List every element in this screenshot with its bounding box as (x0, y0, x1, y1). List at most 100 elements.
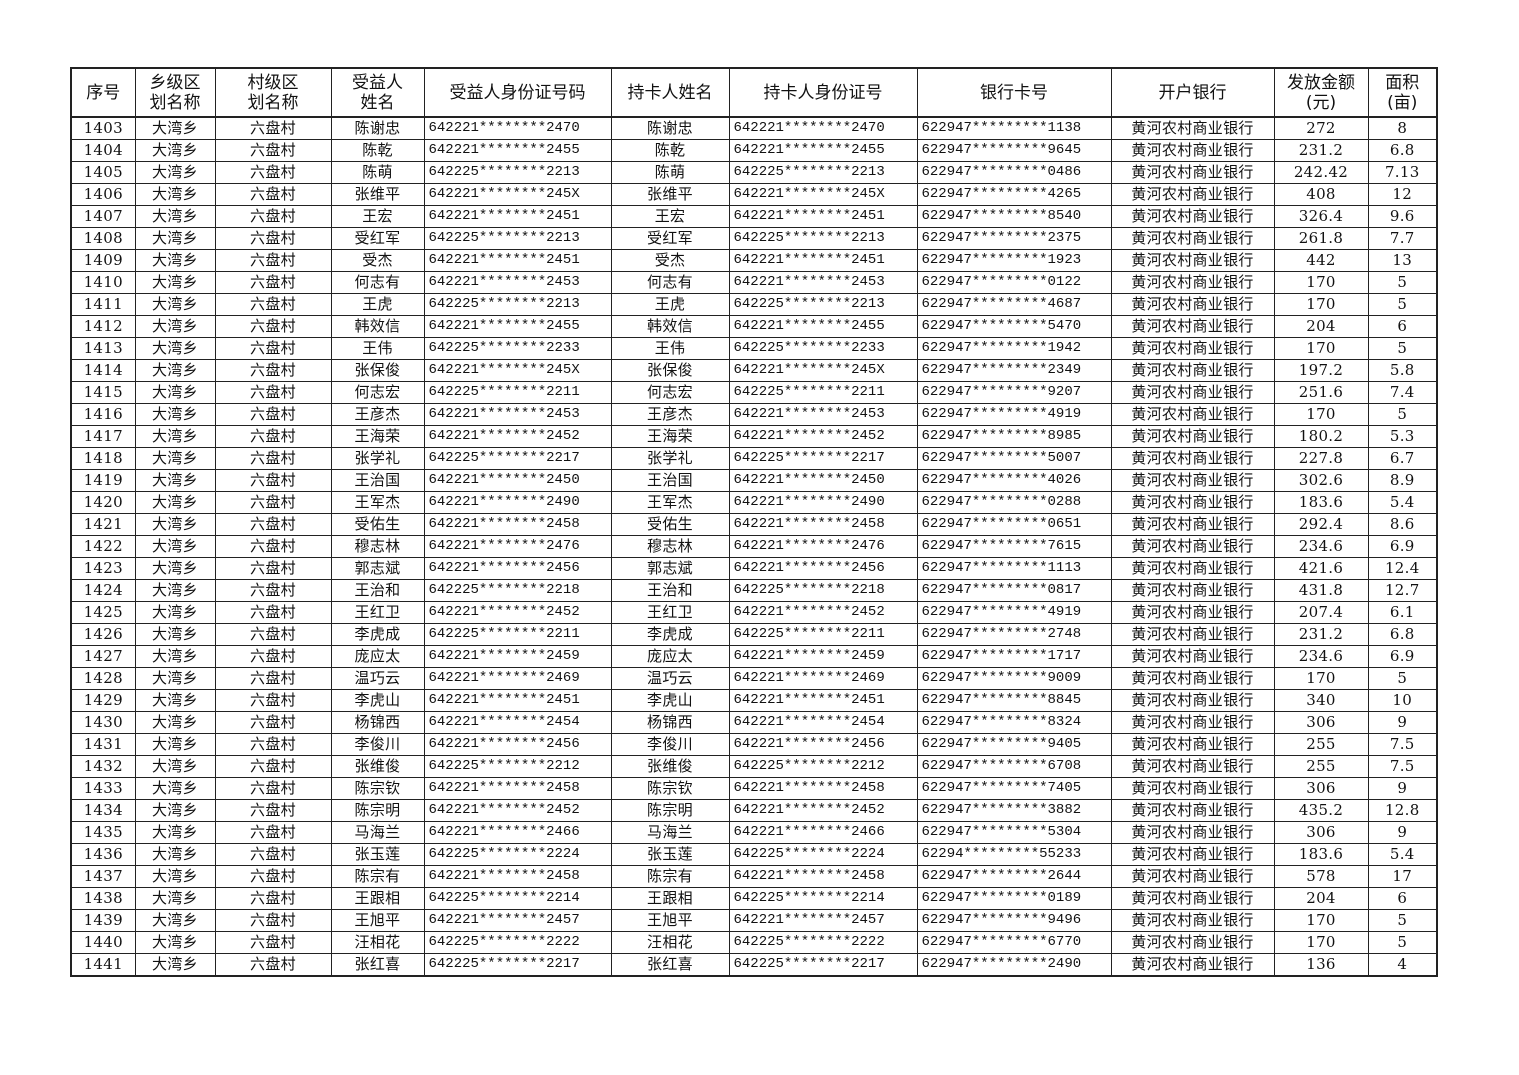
cell-seq-number: 1411 (70, 293, 136, 316)
cell-cardholder-id: 642225********2233 (728, 337, 918, 360)
header-township: 乡级区 划名称 (134, 67, 216, 118)
cell-cardholder-name: 王红卫 (610, 601, 730, 624)
cell-township: 大湾乡 (134, 447, 216, 470)
cell-seq-number: 1441 (70, 953, 136, 977)
cell-area: 12.7 (1367, 579, 1438, 602)
cell-cardholder-id: 642221********2459 (728, 645, 918, 668)
cell-area: 5.4 (1367, 843, 1438, 866)
cell-cardholder-name: 受佑生 (610, 513, 730, 536)
cell-cardholder-id: 642221********2450 (728, 469, 918, 492)
cell-seq-number: 1418 (70, 447, 136, 470)
cell-seq-number: 1416 (70, 403, 136, 426)
cell-area: 7.7 (1367, 227, 1438, 250)
cell-beneficiary-id: 642221********2456 (423, 733, 612, 756)
cell-village: 六盘村 (214, 623, 332, 646)
cell-village: 六盘村 (214, 513, 332, 536)
cell-amount: 197.2 (1273, 359, 1369, 382)
cell-beneficiary-id: 642225********2222 (423, 931, 612, 954)
cell-beneficiary-id: 642221********2459 (423, 645, 612, 668)
cell-cardholder-name: 马海兰 (610, 821, 730, 844)
cell-bank-card-number: 622947*********5304 (916, 821, 1112, 844)
cell-beneficiary-id: 642221********2490 (423, 491, 612, 514)
cell-bank-card-number: 622947*********9645 (916, 139, 1112, 162)
cell-beneficiary-id: 642225********2211 (423, 381, 612, 404)
cell-beneficiary-id: 642221********2452 (423, 425, 612, 448)
cell-cardholder-name: 李俊川 (610, 733, 730, 756)
cell-cardholder-name: 韩效信 (610, 315, 730, 338)
cell-township: 大湾乡 (134, 535, 216, 558)
cell-beneficiary-id: 642221********2458 (423, 865, 612, 888)
cell-seq-number: 1407 (70, 205, 136, 228)
cell-bank-card-number: 622947*********2349 (916, 359, 1112, 382)
table-row: 1414 大湾乡 六盘村 张保俊 642221********245X 张保俊 642221… (70, 359, 1438, 382)
cell-cardholder-name: 陈乾 (610, 139, 730, 162)
cell-area: 8 (1367, 116, 1438, 140)
cell-amount: 183.6 (1273, 491, 1369, 514)
table-row: 1441 大湾乡 六盘村 张红喜 642225********2217 张红喜 642225… (70, 953, 1438, 977)
cell-beneficiary-id: 642225********2217 (423, 953, 612, 977)
cell-area: 5 (1367, 403, 1438, 426)
cell-area: 17 (1367, 865, 1438, 888)
table-row: 1418 大湾乡 六盘村 张学礼 642225********2217 张学礼 642225… (70, 447, 1438, 470)
cell-village: 六盘村 (214, 491, 332, 514)
cell-bank-card-number: 622947*********4026 (916, 469, 1112, 492)
cell-bank-card-number: 622947*********5470 (916, 315, 1112, 338)
cell-seq-number: 1428 (70, 667, 136, 690)
cell-village: 六盘村 (214, 843, 332, 866)
cell-bank: 黄河农村商业银行 (1110, 535, 1275, 558)
cell-seq-number: 1413 (70, 337, 136, 360)
cell-bank-card-number: 622947*********7615 (916, 535, 1112, 558)
cell-amount: 204 (1273, 887, 1369, 910)
cell-cardholder-id: 642221********2452 (728, 799, 918, 822)
cell-cardholder-id: 642221********2457 (728, 909, 918, 932)
cell-bank: 黄河农村商业银行 (1110, 799, 1275, 822)
cell-area: 5 (1367, 909, 1438, 932)
cell-bank-card-number: 622947*********1923 (916, 249, 1112, 272)
cell-seq-number: 1439 (70, 909, 136, 932)
cell-seq-number: 1434 (70, 799, 136, 822)
table-row: 1405 大湾乡 六盘村 陈萌 642225********2213 陈萌 642225**… (70, 161, 1438, 184)
cell-cardholder-id: 642225********2224 (728, 843, 918, 866)
cell-bank: 黄河农村商业银行 (1110, 887, 1275, 910)
cell-cardholder-name: 张维平 (610, 183, 730, 206)
cell-cardholder-id: 642221********2453 (728, 403, 918, 426)
cell-cardholder-id: 642221********2454 (728, 711, 918, 734)
cell-bank: 黄河农村商业银行 (1110, 931, 1275, 954)
cell-area: 9 (1367, 711, 1438, 734)
cell-cardholder-name: 陈谢忠 (610, 116, 730, 140)
cell-beneficiary-name: 温巧云 (330, 667, 425, 690)
cell-bank-card-number: 622947*********8324 (916, 711, 1112, 734)
cell-amount: 204 (1273, 315, 1369, 338)
cell-cardholder-id: 642221********2455 (728, 315, 918, 338)
cell-bank-card-number: 622947*********4687 (916, 293, 1112, 316)
cell-seq-number: 1433 (70, 777, 136, 800)
cell-beneficiary-id: 642221********2466 (423, 821, 612, 844)
cell-village: 六盘村 (214, 315, 332, 338)
cell-bank: 黄河农村商业银行 (1110, 139, 1275, 162)
cell-beneficiary-id: 642221********2470 (423, 116, 612, 140)
cell-village: 六盘村 (214, 469, 332, 492)
table-row: 1428 大湾乡 六盘村 温巧云 642221********2469 温巧云 642221… (70, 667, 1438, 690)
cell-beneficiary-name: 李虎山 (330, 689, 425, 712)
cell-beneficiary-name: 王治国 (330, 469, 425, 492)
cell-village: 六盘村 (214, 733, 332, 756)
cell-seq-number: 1430 (70, 711, 136, 734)
cell-beneficiary-name: 何志宏 (330, 381, 425, 404)
table-row: 1413 大湾乡 六盘村 王伟 642225********2233 王伟 642225**… (70, 337, 1438, 360)
cell-cardholder-name: 张学礼 (610, 447, 730, 470)
cell-cardholder-name: 王治和 (610, 579, 730, 602)
cell-township: 大湾乡 (134, 887, 216, 910)
cell-township: 大湾乡 (134, 359, 216, 382)
cell-cardholder-id: 642221********2453 (728, 271, 918, 294)
cell-bank-card-number: 622947*********9496 (916, 909, 1112, 932)
cell-seq-number: 1420 (70, 491, 136, 514)
cell-township: 大湾乡 (134, 271, 216, 294)
cell-village: 六盘村 (214, 139, 332, 162)
table-row: 1422 大湾乡 六盘村 穆志林 642221********2476 穆志林 642221… (70, 535, 1438, 558)
cell-beneficiary-name: 杨锦西 (330, 711, 425, 734)
cell-bank-card-number: 622947*********2490 (916, 953, 1112, 977)
cell-seq-number: 1410 (70, 271, 136, 294)
cell-cardholder-name: 王海荣 (610, 425, 730, 448)
cell-area: 13 (1367, 249, 1438, 272)
cell-beneficiary-id: 642221********2453 (423, 271, 612, 294)
